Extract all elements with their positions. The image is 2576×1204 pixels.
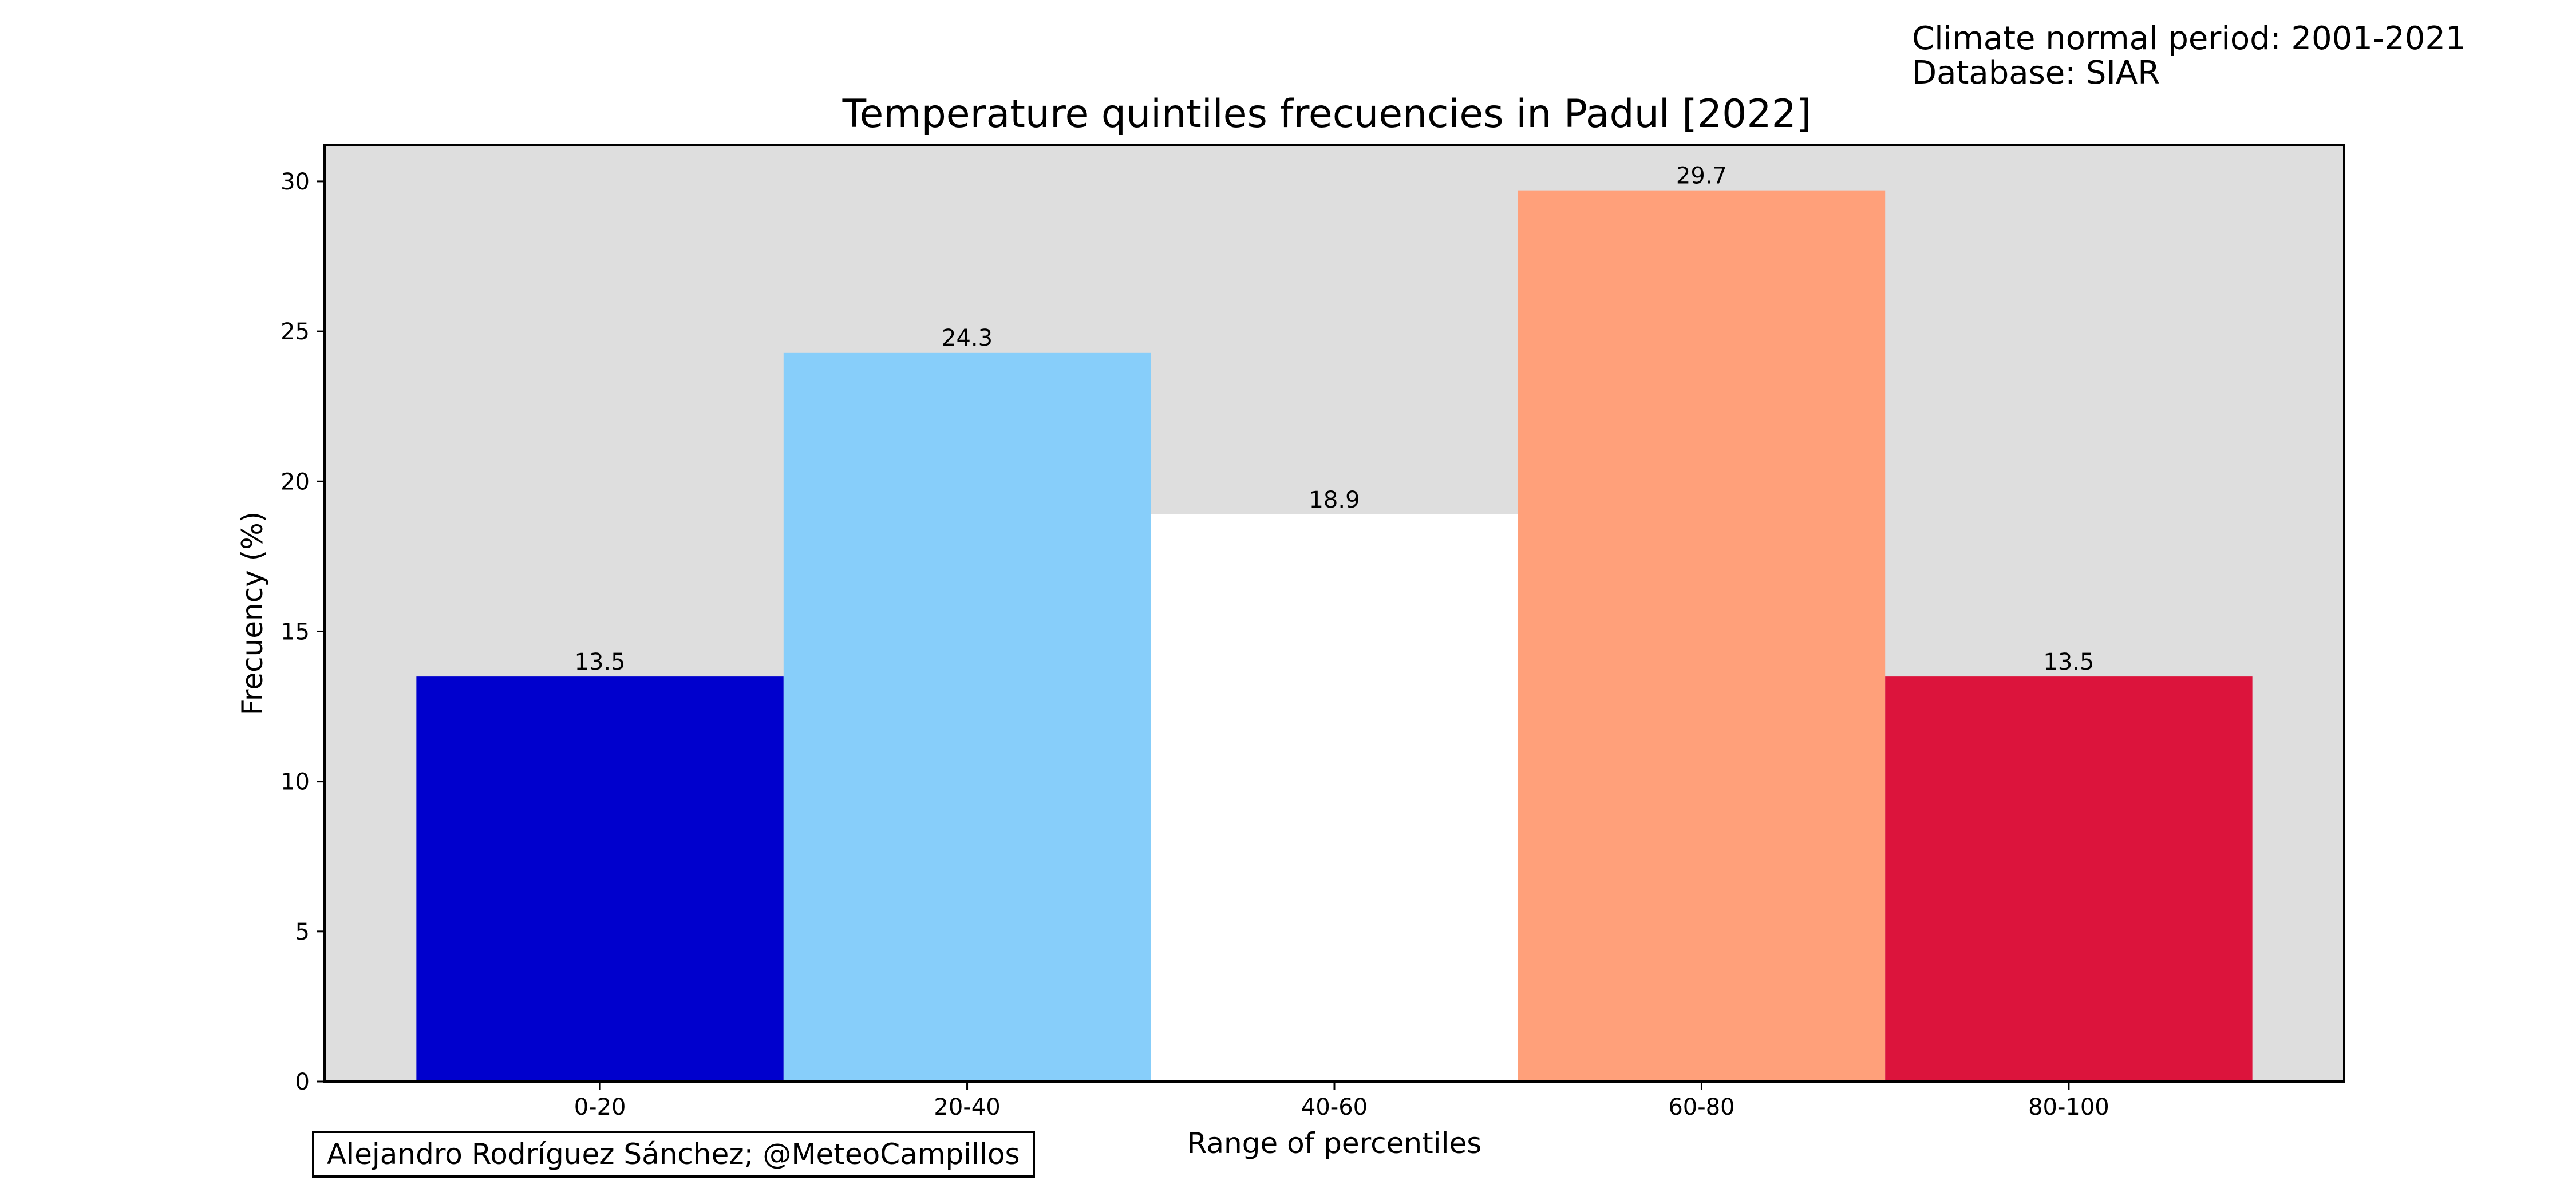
bar-0-20 xyxy=(416,676,784,1082)
bars-layer xyxy=(416,190,2253,1082)
bar-60-80 xyxy=(1518,190,1886,1082)
database-text: Database: SIAR xyxy=(1912,54,2160,92)
x-axis: 0-20 20-40 40-60 60-80 80-100 xyxy=(574,1082,2109,1120)
bar-value-label: 18.9 xyxy=(1309,487,1360,513)
x-tick-label: 20-40 xyxy=(934,1094,1000,1120)
y-tick-label: 15 xyxy=(280,619,310,645)
y-tick-label: 20 xyxy=(280,469,310,495)
y-axis-label: Frecuency (%) xyxy=(236,512,269,715)
y-tick-label: 0 xyxy=(295,1069,310,1095)
x-tick-label: 80-100 xyxy=(2028,1094,2109,1120)
chart-title: Temperature quintiles frecuencies in Pad… xyxy=(842,92,1812,137)
chart-metadata: Climate normal period: 2001-2021 Databas… xyxy=(1912,22,2466,90)
x-axis-label: Range of percentiles xyxy=(1187,1127,1482,1160)
bar-value-label: 29.7 xyxy=(1676,163,1727,189)
value-labels-layer: 13.5 24.3 18.9 29.7 13.5 xyxy=(575,163,2095,675)
climate-period-text: Climate normal period: 2001-2021 xyxy=(1912,20,2466,57)
x-tick-label: 60-80 xyxy=(1668,1094,1735,1120)
bar-20-40 xyxy=(783,352,1151,1082)
bar-value-label: 13.5 xyxy=(575,649,626,675)
y-tick-label: 25 xyxy=(280,319,310,345)
y-tick-label: 5 xyxy=(295,919,310,945)
y-tick-label: 30 xyxy=(280,169,310,195)
bar-value-label: 13.5 xyxy=(2043,649,2094,675)
x-tick-label: 0-20 xyxy=(574,1094,626,1120)
x-tick-label: 40-60 xyxy=(1301,1094,1368,1120)
author-credit-box: Alejandro Rodríguez Sánchez; @MeteoCampi… xyxy=(312,1131,1035,1178)
y-tick-label: 10 xyxy=(280,769,310,795)
y-axis: 0 5 10 15 20 25 30 xyxy=(280,169,325,1095)
bar-40-60 xyxy=(1151,514,1518,1082)
author-credit-text: Alejandro Rodríguez Sánchez; @MeteoCampi… xyxy=(327,1138,1020,1171)
bar-80-100 xyxy=(1885,676,2253,1082)
bar-value-label: 24.3 xyxy=(942,325,993,351)
